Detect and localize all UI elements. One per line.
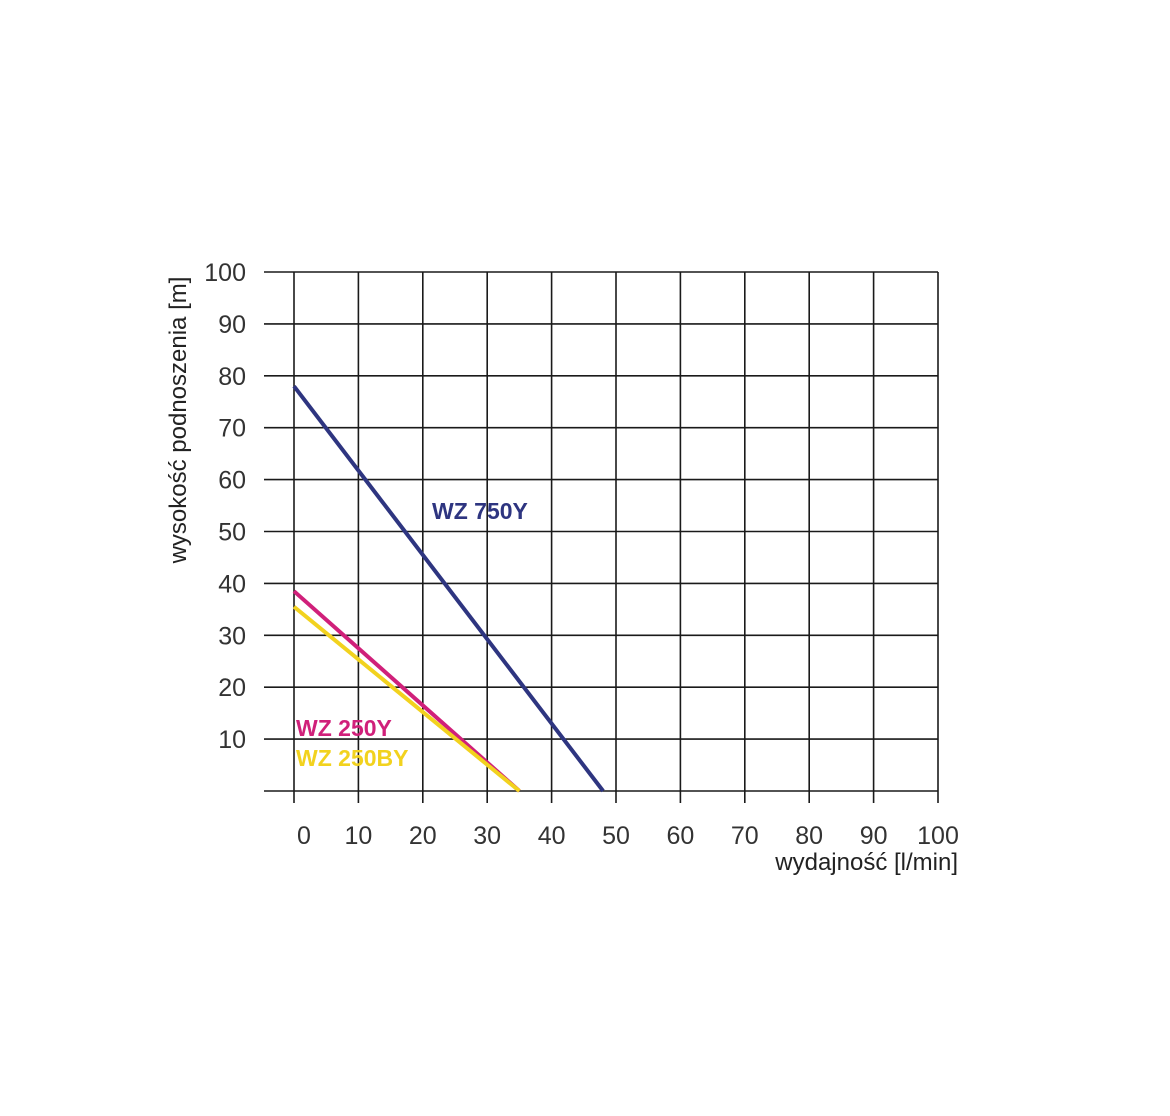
y-tick-label: 30	[218, 622, 246, 650]
y-tick-label: 10	[218, 726, 246, 754]
x-tick-label: 10	[344, 822, 372, 850]
y-tick-label: 50	[218, 519, 246, 547]
y-tick-label: 40	[218, 570, 246, 598]
y-axis-title: wysokość podnoszenia [m]	[165, 277, 192, 565]
series-label-wz-250y: WZ 250Y	[296, 715, 392, 741]
y-tick-label: 100	[204, 259, 246, 287]
x-tick-label: 70	[731, 822, 759, 850]
series-line-wz-250by	[292, 605, 521, 793]
x-tick-label: 0	[297, 822, 311, 850]
x-tick-labels: 0 10 20 30 40 50 60 70 80 90 100	[297, 822, 959, 850]
x-tick-label: 100	[917, 822, 959, 850]
series-line-wz-750y	[292, 384, 605, 793]
series-line-wz-250y	[292, 589, 521, 793]
y-tick-labels: 10 20 30 40 50 60 70 80 90 100	[204, 259, 246, 754]
chart-grid	[264, 271, 939, 803]
y-tick-label: 90	[218, 311, 246, 339]
x-tick-label: 60	[666, 822, 694, 850]
y-tick-label: 80	[218, 363, 246, 391]
x-tick-label: 40	[538, 822, 566, 850]
series-label-wz-250by: WZ 250BY	[296, 745, 408, 771]
y-tick-label: 60	[218, 467, 246, 495]
x-tick-label: 80	[795, 822, 823, 850]
series-label-wz-750y: WZ 750Y	[432, 498, 528, 524]
y-tick-label: 20	[218, 674, 246, 702]
series-lines	[292, 384, 605, 793]
x-axis-title: wydajność [l/min]	[774, 849, 958, 876]
x-tick-label: 30	[473, 822, 501, 850]
x-tick-label: 20	[409, 822, 437, 850]
x-tick-label: 90	[860, 822, 888, 850]
y-tick-label: 70	[218, 415, 246, 443]
x-tick-label: 50	[602, 822, 630, 850]
series-labels: WZ 750Y WZ 250Y WZ 250BY	[296, 498, 528, 771]
